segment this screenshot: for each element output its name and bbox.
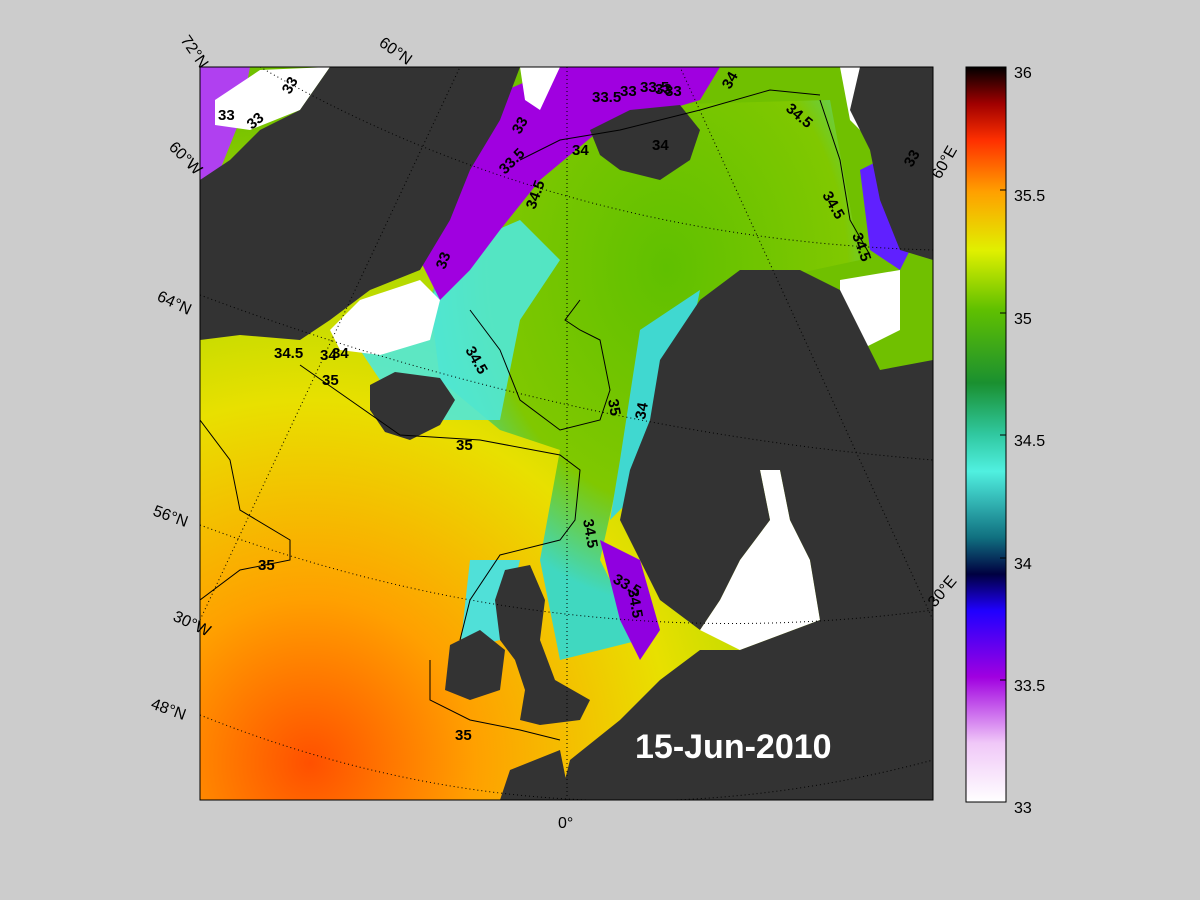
colorbar: 36 35.5 35 34.5 34 33.5 33 bbox=[965, 65, 1045, 817]
colorbar-tick-label: 35.5 bbox=[1014, 188, 1045, 205]
contour-label: 35 bbox=[455, 727, 472, 744]
contour-label: 33 bbox=[218, 107, 235, 124]
colorbar-gradient bbox=[965, 66, 1007, 803]
contour-34-5-norway bbox=[469, 299, 611, 431]
contour-label: 35 bbox=[258, 557, 275, 574]
lat-label-72n: 72°N bbox=[177, 33, 211, 72]
contour-label: 33 bbox=[901, 147, 924, 170]
contour-label: 33 bbox=[509, 114, 532, 137]
contour-lines bbox=[200, 89, 871, 741]
contour-34-5-ne bbox=[819, 99, 871, 256]
contour-label: 33.5 bbox=[640, 79, 669, 96]
land-greenland bbox=[200, 67, 520, 340]
ocean-cyan-fringe bbox=[360, 220, 560, 420]
contour-label: 34 bbox=[320, 347, 337, 364]
contour-label: 34 bbox=[652, 137, 669, 154]
land-iceland bbox=[370, 372, 455, 440]
graticule-lat-72 bbox=[259, 67, 933, 251]
contour-label: 34 bbox=[332, 345, 349, 362]
contour-label: 35 bbox=[604, 398, 624, 417]
contour-label: 34 bbox=[632, 401, 652, 421]
graticule-lon-30e bbox=[679, 67, 933, 621]
contour-label: 35 bbox=[456, 437, 473, 454]
land-britain bbox=[495, 565, 590, 725]
colorbar-tick-label: 34 bbox=[1014, 556, 1032, 573]
colorbar-tick-label: 35 bbox=[1014, 311, 1032, 328]
ice-greenland-east bbox=[330, 280, 440, 355]
colorbar-ticks bbox=[1000, 189, 1006, 681]
land-russia-north bbox=[850, 67, 933, 260]
contour-34-5-north bbox=[519, 89, 821, 161]
contour-label: 33 bbox=[655, 81, 672, 98]
land-scandinavia bbox=[560, 270, 933, 800]
contour-35-central bbox=[299, 364, 581, 641]
map-panel bbox=[200, 67, 933, 800]
lat-label-56n: 56°N bbox=[151, 503, 190, 531]
colorbar-tick-label: 36 bbox=[1014, 65, 1032, 82]
contour-35-south bbox=[429, 660, 561, 741]
ocean-fresh-band-norway bbox=[600, 540, 660, 660]
graticule-lat-56 bbox=[200, 524, 933, 624]
contour-35-atlantic bbox=[200, 419, 291, 601]
land-ireland bbox=[445, 630, 505, 700]
contour-label: 33 bbox=[279, 74, 302, 97]
ice-greenland-west bbox=[215, 67, 330, 130]
ice-svalbard bbox=[520, 67, 560, 110]
land-continent-sw bbox=[500, 750, 570, 800]
lon-label-0: 0° bbox=[558, 815, 573, 832]
colorbar-tick-label: 33.5 bbox=[1014, 678, 1045, 695]
contour-label: 33.5 bbox=[592, 89, 621, 106]
contour-label: 33 bbox=[433, 250, 455, 271]
contour-label: 34.5 bbox=[579, 518, 601, 550]
lat-label-48n: 48°N bbox=[149, 696, 188, 724]
map-frame bbox=[199, 66, 934, 801]
lat-label-64n: 64°N bbox=[154, 288, 194, 319]
lon-label-60n-top: 60°N bbox=[376, 34, 415, 68]
land-svalbard bbox=[590, 105, 700, 180]
baltic-sea bbox=[700, 390, 820, 650]
contour-label: 34.5 bbox=[274, 345, 303, 362]
contour-label: 33 bbox=[665, 83, 682, 100]
contour-label: 33 bbox=[620, 83, 637, 100]
contour-label: 35 bbox=[322, 372, 339, 389]
contour-label: 34 bbox=[572, 142, 589, 159]
colorbar-tick-label: 34.5 bbox=[1014, 433, 1045, 450]
colorbar-tick-label: 33 bbox=[1014, 800, 1032, 817]
contour-label: 34 bbox=[719, 68, 742, 92]
graticule bbox=[200, 67, 933, 800]
contour-label: 34.5 bbox=[624, 588, 646, 620]
date-label: 15-Jun-2010 bbox=[635, 728, 832, 766]
lon-label-60e: 60°E bbox=[929, 143, 961, 182]
